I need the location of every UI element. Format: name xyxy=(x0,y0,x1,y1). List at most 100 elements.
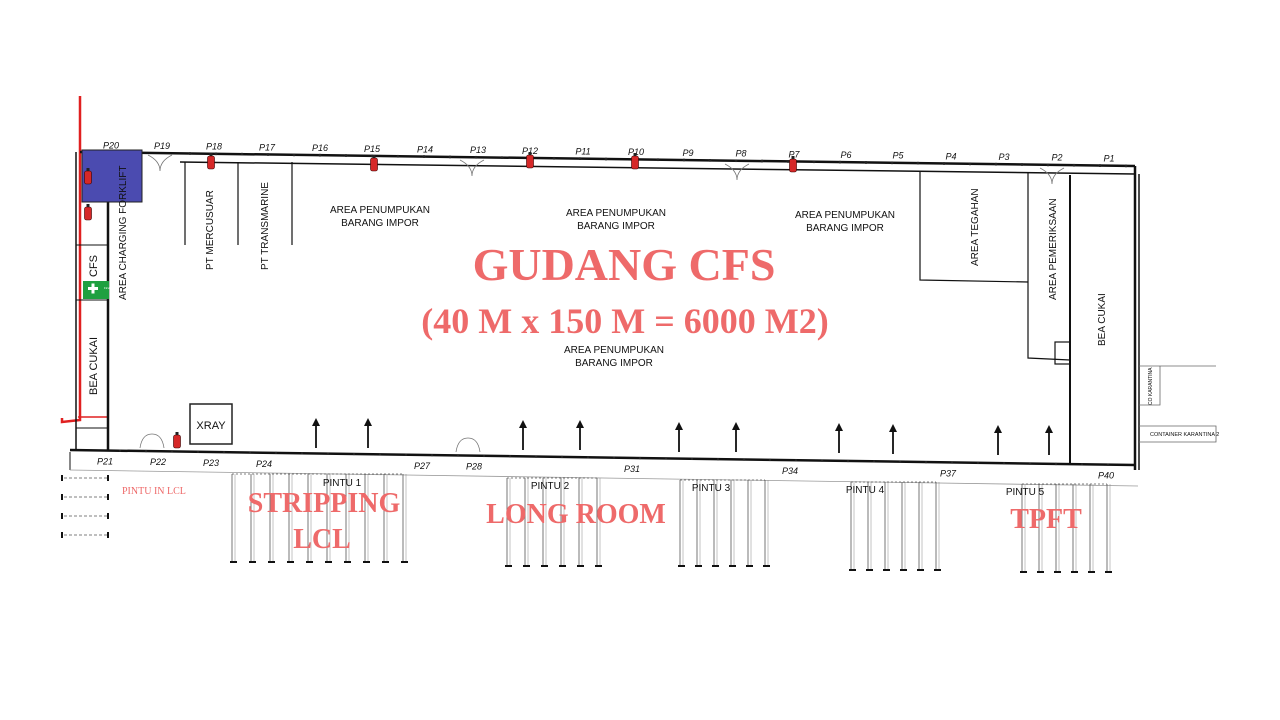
arrow-up-icon xyxy=(994,425,1002,455)
tpft-zone-label: TPFT xyxy=(1010,504,1082,535)
pillar-label: P21 xyxy=(97,456,113,466)
svg-text:BARANG IMPOR: BARANG IMPOR xyxy=(806,223,884,234)
door-label-4: PINTU 4 xyxy=(846,485,885,496)
dock-bays xyxy=(505,477,602,567)
fire-extinguisher-icon xyxy=(207,153,215,170)
fire-extinguisher-icon xyxy=(631,153,639,170)
dock-bays xyxy=(230,473,408,563)
arrow-up-icon xyxy=(576,420,584,450)
wall-marker xyxy=(266,153,270,156)
pillar-label: P1 xyxy=(1103,153,1114,163)
svg-text:AREA PENUMPUKAN: AREA PENUMPUKAN xyxy=(795,210,895,221)
arrow-up-icon xyxy=(519,420,527,450)
wall-marker xyxy=(768,458,772,462)
door-label-1: PINTU 1 xyxy=(323,478,362,489)
wall-marker xyxy=(1106,463,1110,466)
door-swings xyxy=(139,154,1065,453)
bea-cukai-right-label: BEA CUKAI xyxy=(1097,293,1108,346)
wall-marker xyxy=(1080,463,1084,466)
wall-marker xyxy=(378,453,382,456)
wall-marker xyxy=(292,153,296,157)
wall-marker xyxy=(820,459,824,462)
co-karantina-label: CO KARANTINA xyxy=(1148,367,1154,405)
wall-marker xyxy=(274,451,278,455)
pillar-label: P24 xyxy=(256,459,272,469)
wall-marker xyxy=(890,161,894,165)
arrow-up-icon xyxy=(675,422,683,452)
pillar-label: P9 xyxy=(682,148,693,158)
pillar-label: P20 xyxy=(103,140,119,150)
svg-text:AREA PENUMPUKAN: AREA PENUMPUKAN xyxy=(330,205,430,216)
wall-marker xyxy=(942,162,946,165)
wall-marker xyxy=(1020,163,1024,166)
wall-marker xyxy=(404,453,408,456)
wall-marker xyxy=(214,152,218,156)
xray-machine xyxy=(189,403,233,445)
wall-marker xyxy=(578,157,582,161)
wall-marker xyxy=(950,461,954,464)
pt-transmarine-label: PT TRANSMARINE xyxy=(260,182,271,270)
fire-extinguisher-icon xyxy=(370,155,378,172)
entry-arrows xyxy=(312,418,1053,455)
fire-extinguishers xyxy=(84,152,797,449)
pillar-label: P18 xyxy=(206,142,222,152)
warehouse-subtitle: (40 M x 150 M = 6000 M2) xyxy=(421,301,828,341)
pillar-labels-top: P20 P19 P18 P17 P16 P15 P14 P13 P12 P11 P10 P9 P8 P7 P… xyxy=(103,140,1115,163)
arrow-up-icon xyxy=(732,422,740,452)
first-aid-label: First Aid xyxy=(104,286,115,290)
pillar-label: P12 xyxy=(522,146,538,156)
pillar-label: P5 xyxy=(892,151,904,161)
wall-marker xyxy=(924,460,928,464)
wall-marker xyxy=(638,456,642,460)
wall-marker xyxy=(916,161,920,165)
wall-marker xyxy=(456,454,460,457)
wall-marker xyxy=(656,158,660,162)
wall-marker xyxy=(1054,462,1058,466)
wall-marker xyxy=(448,155,452,159)
wall-marker xyxy=(318,153,322,157)
storage-area-3: AREA PENUMPUKAN BARANG IMPOR xyxy=(795,210,895,234)
charging-forklift-area xyxy=(81,149,143,203)
pillar-label: P13 xyxy=(470,145,486,155)
pillar-label: P8 xyxy=(735,149,746,159)
svg-text:BARANG IMPOR: BARANG IMPOR xyxy=(575,358,653,369)
wall-marker xyxy=(552,156,556,160)
pillar-label: P19 xyxy=(154,141,170,151)
wall-marker xyxy=(144,449,148,453)
area-pemeriksaan-label: AREA PEMERIKSAAN xyxy=(1048,198,1059,300)
storage-area-1: AREA PENUMPUKAN BARANG IMPOR xyxy=(330,205,430,229)
wall-marker xyxy=(300,452,304,455)
arrow-up-icon xyxy=(889,424,897,454)
pillar-label: P31 xyxy=(624,464,640,474)
wall-marker xyxy=(716,458,720,461)
pillar-label: P10 xyxy=(628,147,644,157)
dock-bays xyxy=(678,479,770,567)
charging-area-label: AREA CHARGING FORKLIFT xyxy=(118,166,129,300)
wall-marker xyxy=(976,461,980,465)
wall-marker xyxy=(508,455,512,458)
pintu-in-lcl-label: PINTU IN LCL xyxy=(122,486,186,497)
wall-marker xyxy=(838,160,842,164)
pillar-label: P27 xyxy=(414,461,431,471)
pillar-label: P14 xyxy=(417,144,433,154)
cfs-label: CFS xyxy=(88,255,100,277)
wall-marker xyxy=(482,454,486,458)
warehouse-walls xyxy=(69,150,1140,487)
wall-marker xyxy=(170,450,174,453)
fire-extinguisher-icon xyxy=(789,156,797,173)
fire-extinguisher-icon xyxy=(526,152,534,169)
wall-marker xyxy=(604,157,608,161)
pillar-label: P7 xyxy=(788,149,800,159)
wall-marker xyxy=(344,154,348,157)
pt-mercusuar-label: PT MERCUSUAR xyxy=(205,190,216,270)
karantina-annex xyxy=(1139,365,1217,443)
dock-bays xyxy=(849,481,941,571)
wall-marker xyxy=(864,161,868,164)
wall-marker xyxy=(396,154,400,158)
wall-marker xyxy=(1124,164,1128,168)
pintu-in-lcl-bays xyxy=(61,475,109,538)
wall-marker xyxy=(872,460,876,463)
wall-marker xyxy=(422,155,426,158)
wall-marker xyxy=(188,152,192,155)
pillar-label: P34 xyxy=(782,466,798,476)
